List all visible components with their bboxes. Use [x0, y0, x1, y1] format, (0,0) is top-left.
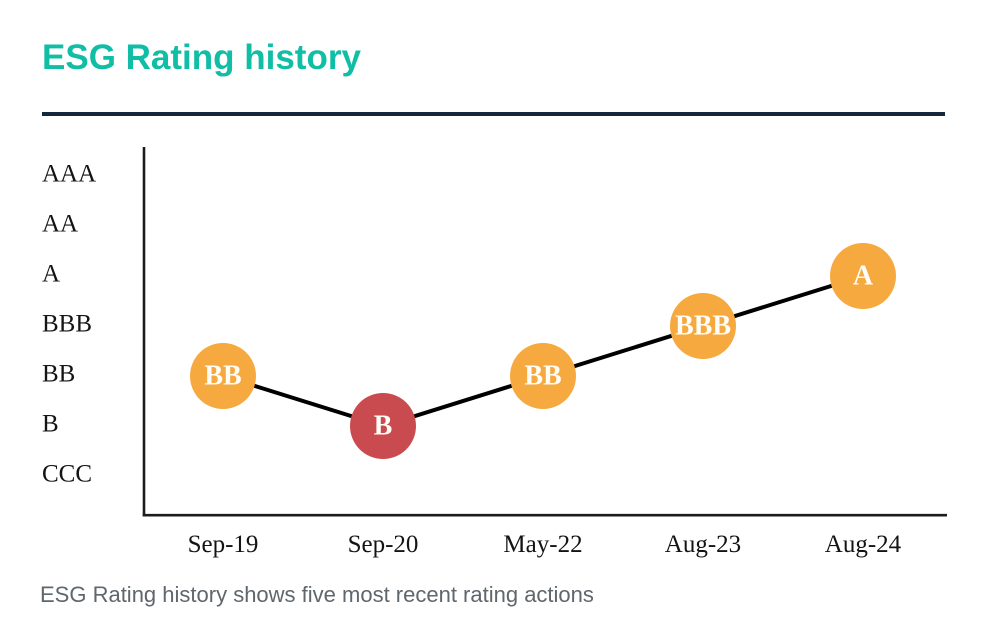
- rating-marker-Aug-23: [670, 293, 736, 359]
- y-axis-tick-label: A: [42, 261, 60, 288]
- y-axis-tick-label: BBB: [42, 311, 92, 338]
- x-axis-tick-label: Sep-19: [188, 531, 259, 558]
- rating-marker-label: A: [853, 261, 874, 292]
- rating-marker-Sep-19: [190, 343, 256, 409]
- page-title: ESG Rating history: [42, 38, 361, 77]
- rating-marker-May-22: [510, 343, 576, 409]
- x-axis-tick-label: Sep-20: [348, 531, 419, 558]
- x-axis-tick-label: Aug-23: [665, 531, 741, 558]
- y-axis-tick-label: CCC: [42, 461, 92, 488]
- y-axis-tick-label: AA: [42, 211, 78, 238]
- rating-marker-Sep-20: [350, 393, 416, 459]
- y-axis-tick-label: B: [42, 411, 59, 438]
- title-divider: [42, 112, 945, 116]
- rating-marker-label: BB: [204, 361, 241, 392]
- rating-marker-label: B: [374, 411, 393, 442]
- rating-marker-label: BBB: [675, 311, 731, 342]
- rating-marker-Aug-24: [830, 243, 896, 309]
- chart-caption: ESG Rating history shows five most recen…: [40, 582, 594, 607]
- x-axis-tick-label: May-22: [503, 531, 582, 558]
- y-axis-tick-label: BB: [42, 361, 75, 388]
- x-axis-tick-label: Aug-24: [825, 531, 902, 558]
- rating-marker-label: BB: [524, 361, 561, 392]
- y-axis-tick-label: AAA: [42, 161, 96, 188]
